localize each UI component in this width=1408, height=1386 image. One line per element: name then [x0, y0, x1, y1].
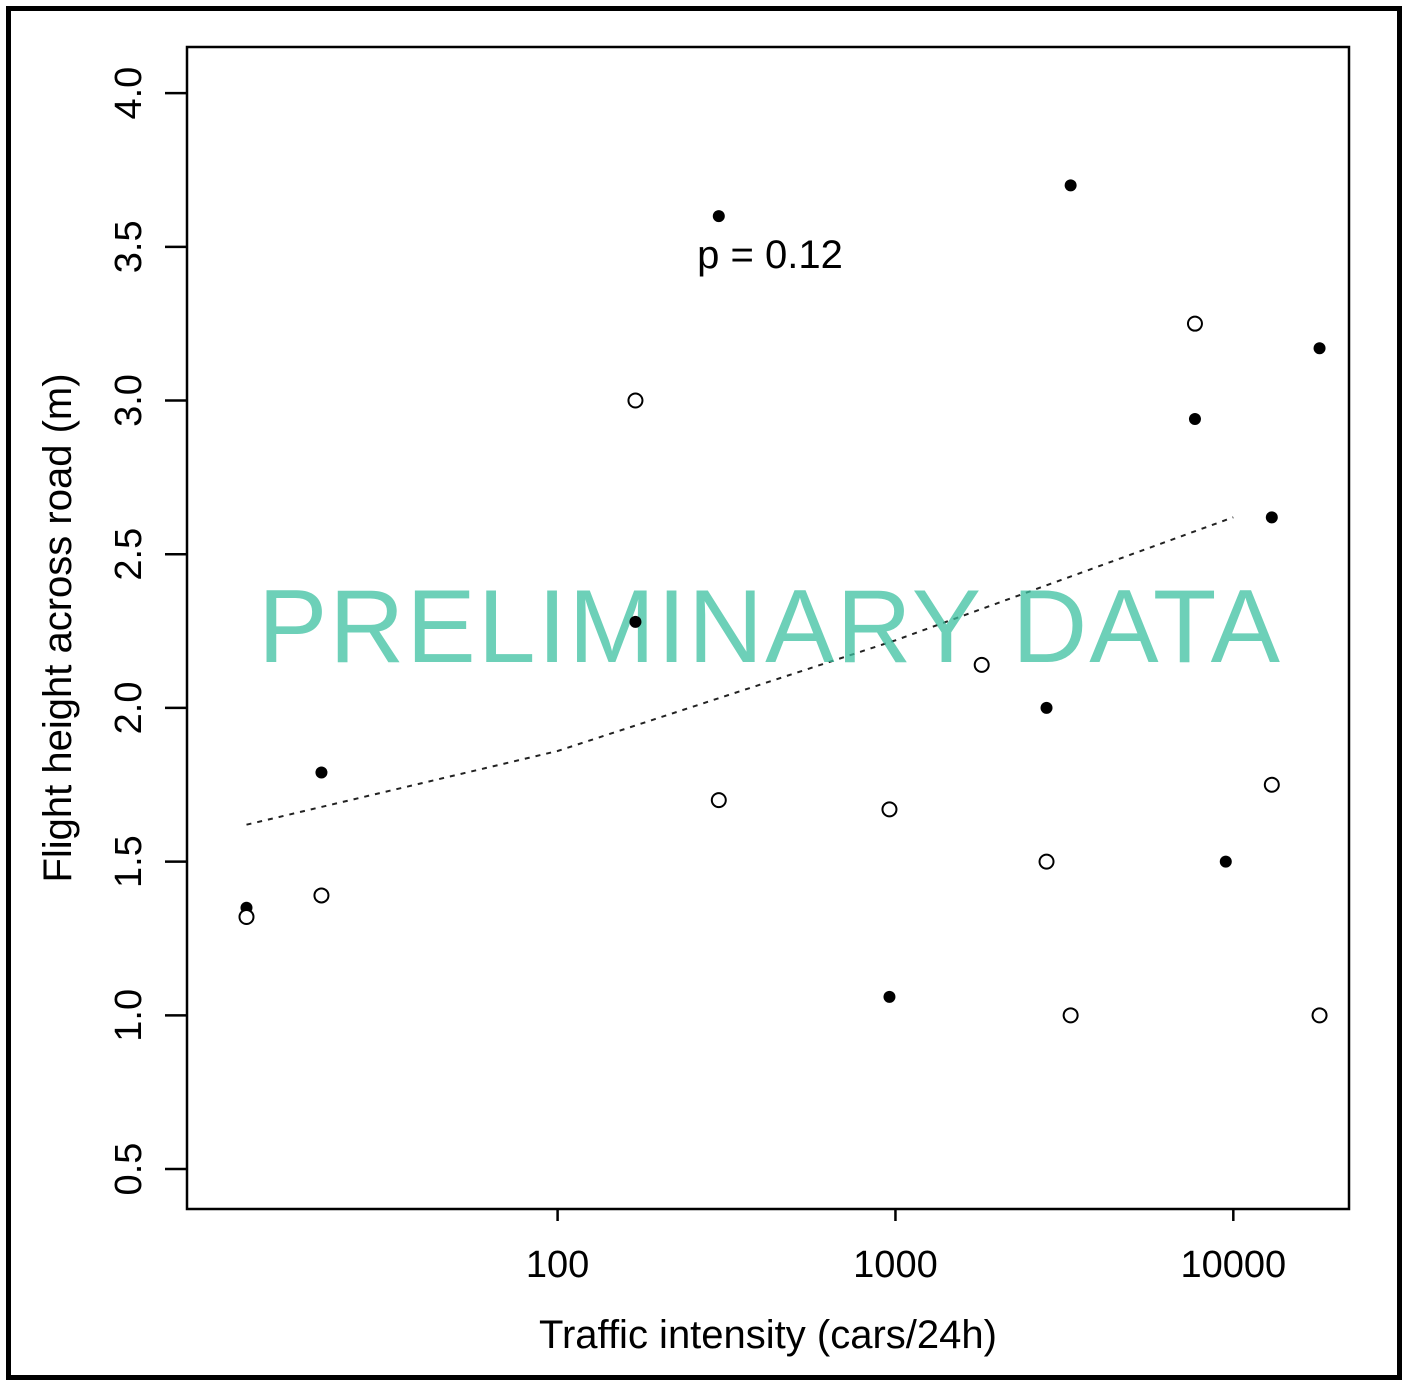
y-tick-label: 3.5 — [108, 220, 150, 273]
data-point-filled — [1064, 179, 1077, 192]
x-tick-label: 1000 — [853, 1244, 938, 1286]
data-point-open — [710, 792, 727, 809]
data-point-filled — [883, 990, 896, 1003]
data-point-open — [238, 908, 255, 925]
y-axis-title: Flight height across road (m) — [36, 373, 80, 882]
watermark: PRELIMINARY DATA — [258, 569, 1282, 685]
y-tick-label: 4.0 — [108, 67, 150, 120]
data-point-filled — [1313, 342, 1326, 355]
data-point-filled — [1219, 855, 1232, 868]
data-point-filled — [1265, 511, 1278, 524]
x-tick-label: 100 — [526, 1244, 589, 1286]
data-point-open — [881, 801, 898, 818]
x-axis: 100 1000 10000 — [526, 1209, 1286, 1286]
x-tick-label: 10000 — [1180, 1244, 1286, 1286]
data-point-filled — [712, 210, 725, 223]
y-tick-label: 0.5 — [108, 1143, 150, 1196]
trend-line — [246, 516, 1234, 826]
data-point-open — [1038, 853, 1055, 870]
data-point-filled — [315, 766, 328, 779]
data-point-filled — [629, 615, 642, 628]
y-tick-label: 1.5 — [108, 835, 150, 888]
y-tick-label: 1.0 — [108, 989, 150, 1042]
y-tick-label: 2.5 — [108, 528, 150, 581]
figure-frame — [6, 6, 1402, 1380]
trend-line-layer — [246, 516, 1234, 826]
data-point-filled — [1040, 701, 1053, 714]
y-tick-label: 2.0 — [108, 682, 150, 735]
y-axis: 0.5 1.0 1.5 2.0 2.5 3.0 3.5 4.0 — [108, 67, 187, 1196]
data-point-filled — [1188, 412, 1201, 425]
y-tick-label: 3.0 — [108, 374, 150, 427]
data-point-open — [1062, 1007, 1079, 1024]
data-point-open — [973, 656, 990, 673]
data-point-open — [1311, 1007, 1328, 1024]
data-point-open — [1263, 776, 1280, 793]
data-point-open — [313, 887, 330, 904]
points-layer — [238, 179, 1328, 1024]
x-axis-title: Traffic intensity (cars/24h) — [539, 1313, 997, 1357]
p-value-annotation: p = 0.12 — [697, 233, 843, 277]
data-point-open — [627, 392, 644, 409]
plot-area — [185, 45, 1351, 1211]
data-point-open — [1186, 315, 1203, 332]
